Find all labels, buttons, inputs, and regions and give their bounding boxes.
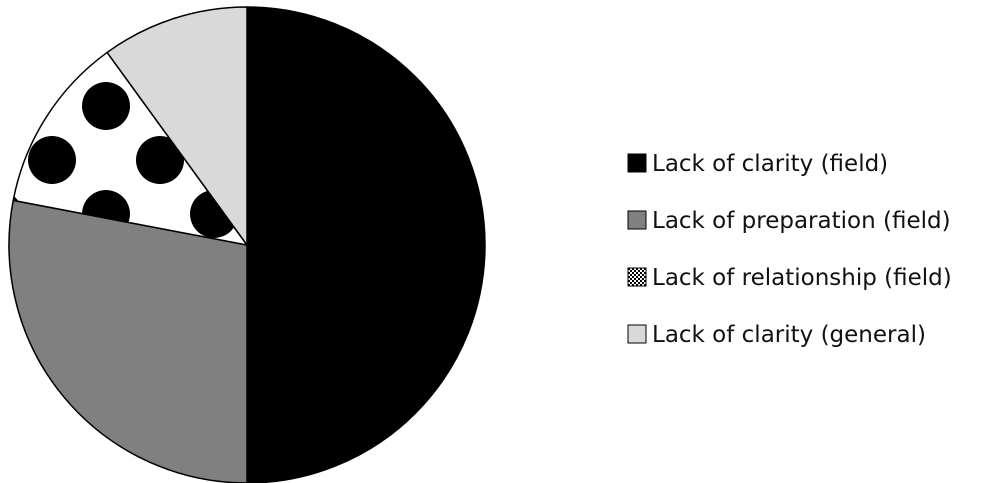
legend: Lack of clarity (field) Lack of preparati…: [627, 151, 952, 348]
legend-item-lack-of-preparation-field: Lack of preparation (field): [627, 208, 951, 234]
legend-swatch: [627, 324, 647, 344]
legend-label: Lack of clarity (general): [652, 322, 926, 348]
legend-item-lack-of-clarity-field: Lack of clarity (field): [627, 151, 888, 177]
legend-swatch: [627, 210, 647, 230]
pie-slice-lack-of-clarity-general: [106, 6, 248, 246]
legend-label: Lack of preparation (field): [652, 208, 951, 234]
pie-slice-lack-of-preparation-field: [8, 199, 248, 483]
legend-item-lack-of-relationship-field: Lack of relationship (field): [627, 265, 952, 291]
pie-slice-lack-of-relationship-field: [12, 51, 248, 246]
pie-slices: [8, 6, 486, 483]
legend-swatch: [627, 267, 647, 287]
pie-slice-lack-of-clarity-field: [246, 6, 486, 483]
legend-label: Lack of clarity (field): [652, 151, 888, 177]
legend-label: Lack of relationship (field): [652, 265, 952, 291]
legend-item-lack-of-clarity-general: Lack of clarity (general): [627, 322, 926, 348]
legend-swatch: [627, 153, 647, 173]
